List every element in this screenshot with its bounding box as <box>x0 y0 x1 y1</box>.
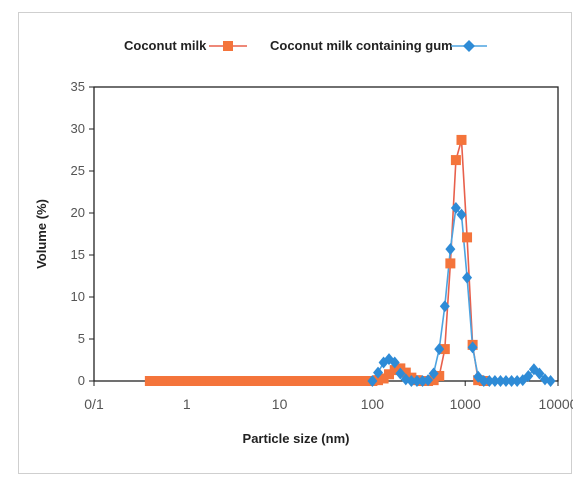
legend-marker-coconut-milk <box>223 41 233 51</box>
data-point-coconut-milk-gum <box>462 272 472 284</box>
y-tick-label: 0 <box>78 373 85 388</box>
y-axis-ticks: 0 5 10 15 20 25 30 35 <box>71 79 94 388</box>
x-axis-title: Particle size (nm) <box>243 431 350 446</box>
legend-marker-coconut-milk-gum <box>463 40 475 52</box>
y-tick-label: 20 <box>71 205 85 220</box>
y-tick-label: 25 <box>71 163 85 178</box>
series-line-coconut-milk <box>150 140 484 381</box>
y-axis-title: Volume (%) <box>34 199 49 269</box>
y-tick-label: 5 <box>78 331 85 346</box>
legend-label-coconut-milk-gum: Coconut milk containing gum <box>270 38 453 53</box>
particle-size-chart: Coconut milk Coconut milk containing gum… <box>19 13 573 475</box>
y-tick-label: 15 <box>71 247 85 262</box>
x-tick-label: 1 <box>183 396 191 412</box>
data-point-coconut-milk-gum <box>445 243 455 255</box>
x-tick-label: 10000 <box>539 396 573 412</box>
series-markers <box>145 135 556 387</box>
chart-frame: Coconut milk Coconut milk containing gum… <box>18 12 572 474</box>
data-point-coconut-milk <box>456 135 466 145</box>
data-point-coconut-milk <box>451 155 461 165</box>
legend: Coconut milk Coconut milk containing gum <box>124 38 487 53</box>
series-line-coconut-milk-gum <box>372 208 550 381</box>
series-lines <box>150 140 551 381</box>
legend-label-coconut-milk: Coconut milk <box>124 38 207 53</box>
data-point-coconut-milk <box>445 258 455 268</box>
y-tick-label: 30 <box>71 121 85 136</box>
x-tick-label: 1000 <box>450 396 481 412</box>
data-point-coconut-milk <box>462 232 472 242</box>
x-tick-label: 0/1 <box>84 396 104 412</box>
x-tick-label: 100 <box>361 396 385 412</box>
y-tick-label: 10 <box>71 289 85 304</box>
plot-area <box>94 87 558 381</box>
y-tick-label: 35 <box>71 79 85 94</box>
x-tick-label: 10 <box>272 396 288 412</box>
